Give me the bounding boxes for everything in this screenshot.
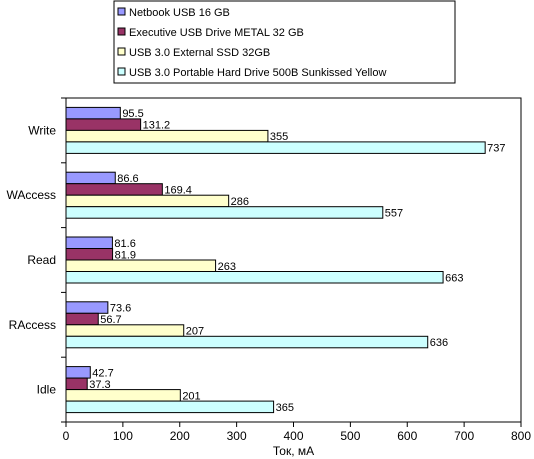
category-label: Write <box>28 123 56 137</box>
legend-swatch <box>117 27 126 36</box>
bar <box>65 400 275 414</box>
x-tick-label: 600 <box>397 429 417 443</box>
legend-swatch <box>117 7 126 16</box>
bar <box>65 366 91 379</box>
category-label: RAccess <box>9 318 56 332</box>
legend-entry: USB 3.0 External SSD 32GB <box>129 47 270 59</box>
category-label: Read <box>27 253 56 267</box>
category-label: Idle <box>37 383 57 397</box>
data-label: 86.6 <box>117 173 138 185</box>
data-label: 73.6 <box>110 303 131 315</box>
bar <box>65 301 109 314</box>
bar <box>65 118 142 131</box>
data-label: 201 <box>182 390 200 402</box>
bar <box>65 259 217 272</box>
bar <box>65 141 486 154</box>
bar <box>65 106 121 120</box>
category-label: WAccess <box>6 188 56 202</box>
data-label: 37.3 <box>89 379 110 391</box>
bar <box>65 312 99 326</box>
legend-entry: Executive USB Drive METAL 32 GB <box>129 27 304 39</box>
data-label: 131.2 <box>143 120 171 132</box>
data-label: 355 <box>270 131 288 143</box>
bar <box>65 335 429 349</box>
x-tick-label: 0 <box>63 429 70 443</box>
data-label: 81.6 <box>114 238 135 250</box>
bar <box>65 389 181 402</box>
bar <box>65 183 163 196</box>
data-label: 95.5 <box>122 108 143 120</box>
bar <box>65 271 444 284</box>
legend: Netbook USB 16 GB Executive USB Drive MET… <box>113 0 456 84</box>
bar <box>65 236 113 249</box>
legend-swatch <box>117 67 126 76</box>
y-axis: Write WAccess Read RAccess Idle <box>6 97 66 423</box>
bar <box>65 377 88 391</box>
x-axis: 0 100 200 300 400 500 600 700 800 <box>63 422 531 443</box>
x-tick-label: 700 <box>454 429 474 443</box>
data-label: 263 <box>218 261 236 273</box>
data-label: 737 <box>487 143 505 155</box>
x-tick-label: 500 <box>340 429 360 443</box>
legend-swatch <box>117 47 126 56</box>
legend-box <box>113 0 456 84</box>
data-label: 56.7 <box>100 314 121 326</box>
bar <box>65 324 185 337</box>
data-label: 207 <box>186 326 204 338</box>
bar <box>65 129 269 143</box>
data-label: 663 <box>445 272 463 284</box>
x-tick-label: 400 <box>283 429 303 443</box>
bar <box>65 206 384 219</box>
x-tick-label: 300 <box>227 429 247 443</box>
data-label: 42.7 <box>92 367 113 379</box>
data-label: 286 <box>231 196 249 208</box>
x-axis-title: Ток, мА <box>273 444 314 458</box>
bar <box>65 248 114 261</box>
bar <box>65 194 230 208</box>
data-label: 169.4 <box>164 184 192 196</box>
data-label: 557 <box>385 207 403 219</box>
x-tick-label: 200 <box>170 429 190 443</box>
data-label: 636 <box>430 337 448 349</box>
data-label: 365 <box>276 402 294 414</box>
bar <box>65 171 116 185</box>
legend-entry: USB 3.0 Portable Hard Drive 500B Sunkiss… <box>129 67 386 79</box>
x-tick-label: 800 <box>511 429 531 443</box>
x-tick-label: 100 <box>113 429 133 443</box>
data-label: 81.9 <box>115 249 136 261</box>
legend-entry: Netbook USB 16 GB <box>129 7 230 19</box>
